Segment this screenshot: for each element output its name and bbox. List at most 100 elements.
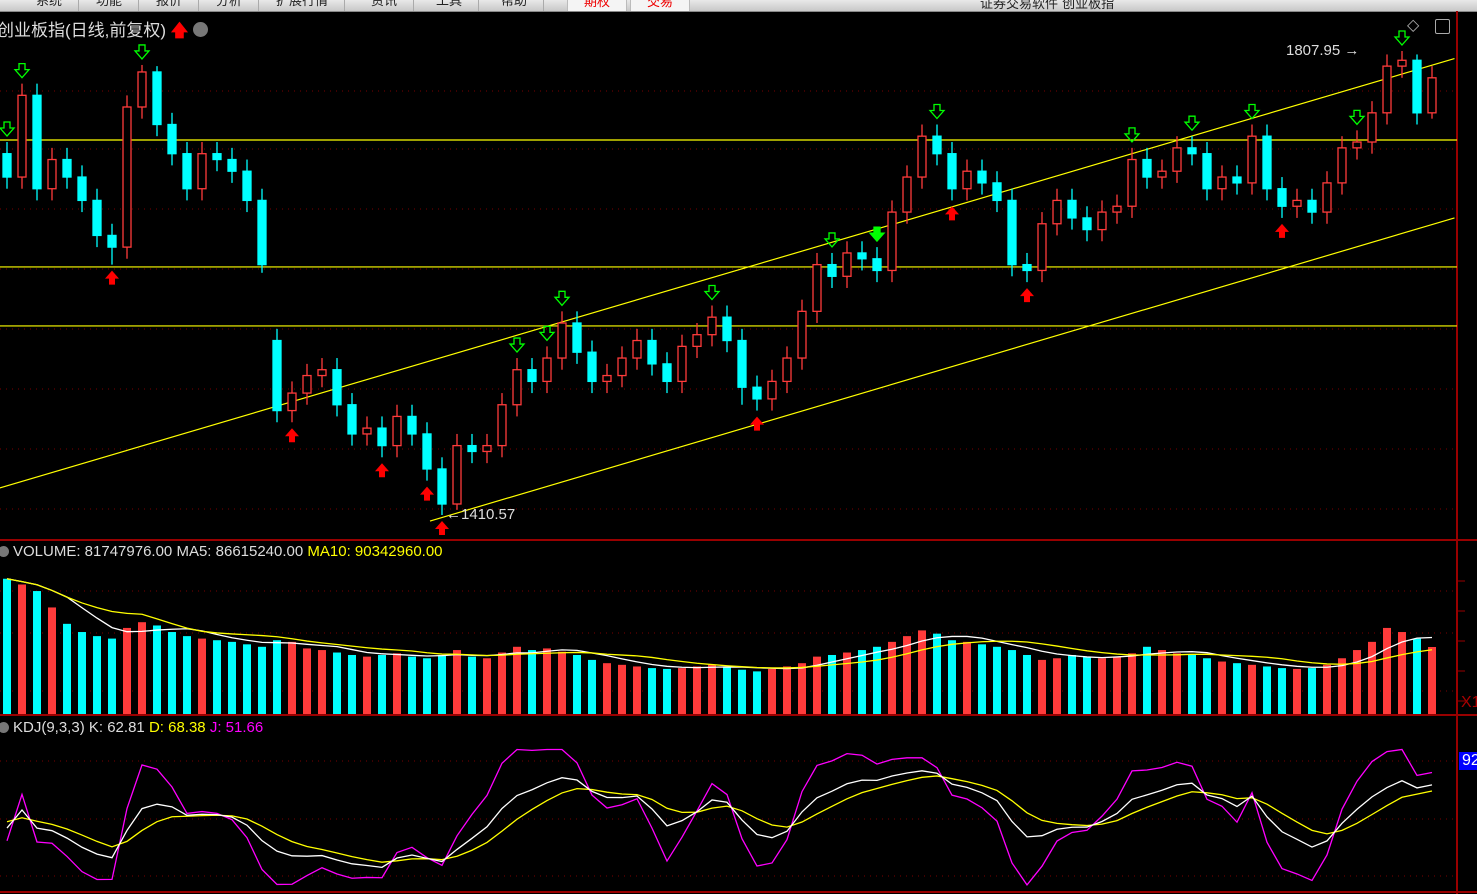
volume-bar	[828, 654, 836, 714]
volume-bar	[168, 632, 176, 714]
volume-bar	[153, 625, 161, 714]
candle-up	[542, 357, 552, 383]
candle-up	[1112, 205, 1122, 213]
volume-bar	[948, 640, 956, 714]
candle-down	[1277, 188, 1287, 207]
volume-bar	[408, 656, 416, 714]
buy-signal-arrow-icon	[1020, 288, 1034, 303]
volume-bar	[933, 633, 941, 714]
volume-bar	[1293, 668, 1301, 714]
volume-bar	[1218, 661, 1226, 714]
arrow-right-icon: →	[1344, 42, 1360, 59]
volume-bar	[3, 578, 11, 714]
menu-item-help[interactable]: 帮助	[485, 0, 545, 11]
buy-signal-arrow-icon	[435, 521, 449, 536]
kdj-j: J: 51.66	[209, 719, 264, 736]
buy-signal-arrow-icon	[375, 463, 389, 478]
volume-bar	[1368, 641, 1376, 714]
volume-bar	[228, 641, 236, 714]
candle-down	[857, 252, 867, 260]
buy-signal-arrow-icon	[945, 206, 959, 221]
candle-down	[422, 433, 432, 470]
menu-item-analysis[interactable]: 分析	[200, 0, 260, 11]
arrow-left-icon: ←	[446, 506, 461, 523]
candle-up	[452, 444, 462, 505]
candle-up	[632, 339, 642, 359]
volume-bar	[363, 656, 371, 714]
volume-bar	[1023, 654, 1031, 714]
volume-bar	[468, 656, 476, 714]
volume-ma10-line	[6, 578, 1433, 669]
candle-down	[1187, 147, 1197, 155]
indicator-menu-icon[interactable]	[0, 546, 9, 557]
sell-signal-arrow-icon	[703, 284, 721, 301]
volume-bar	[1278, 668, 1286, 714]
buy-signal-arrow-icon	[285, 428, 299, 443]
volume-bar	[588, 659, 596, 714]
volume-bar	[483, 658, 491, 714]
candle-up	[617, 357, 627, 377]
candle-up	[1052, 199, 1062, 225]
candle-up	[1382, 65, 1392, 114]
candle-up	[1097, 211, 1107, 231]
candle-up	[1172, 147, 1182, 172]
menu-item-red-2[interactable]: 交易	[630, 0, 691, 11]
diamond-icon[interactable]: ◇	[1407, 17, 1420, 34]
volume-unit-label: X1	[1461, 694, 1477, 711]
volume-bar	[1383, 627, 1391, 714]
volume-bar	[1338, 658, 1346, 714]
buy-signal-arrow-icon	[1275, 223, 1289, 238]
candle-up	[302, 374, 312, 394]
volume-bar	[1068, 654, 1076, 714]
volume-bar	[573, 654, 581, 714]
candle-down	[587, 351, 597, 383]
candle-up	[1427, 77, 1437, 114]
sell-signal-arrow-icon	[1393, 30, 1411, 46]
candle-down	[227, 158, 237, 172]
menu-item-red-1[interactable]: 期权	[567, 0, 628, 11]
sell-signal-arrow-icon	[133, 44, 151, 60]
candle-down	[1307, 199, 1317, 213]
volume-bar	[978, 644, 986, 714]
indicator-menu-icon[interactable]	[0, 722, 9, 733]
kdj-d-line	[6, 775, 1433, 863]
candle-down	[242, 170, 252, 202]
candle-down	[1142, 158, 1152, 178]
stock-chart[interactable]	[0, 11, 1477, 894]
volume-ma5-line	[6, 578, 1433, 670]
volume-bar	[753, 671, 761, 714]
candle-up	[692, 334, 702, 348]
menu-item-tools[interactable]: 工具	[420, 0, 480, 11]
candle-up	[677, 345, 687, 383]
menu-item-extended[interactable]: 扩展行情	[260, 0, 346, 11]
candle-up	[122, 106, 132, 248]
candle-up	[512, 369, 522, 406]
volume-bar	[1008, 650, 1016, 714]
menu-item-function[interactable]: 功能	[80, 0, 140, 11]
sell-signal-arrow-icon	[13, 62, 31, 79]
candle-up	[1127, 158, 1137, 207]
sell-signal-arrow-icon	[928, 103, 946, 120]
volume-bar	[918, 630, 926, 714]
volume-bar	[858, 650, 866, 714]
kdj-k-line	[6, 770, 1433, 869]
menu-item-system[interactable]: 系统	[20, 0, 80, 11]
sell-signal-arrow-icon	[1123, 127, 1141, 143]
candle-up	[767, 380, 777, 400]
panel-toggle-icon[interactable]	[1435, 19, 1450, 34]
low-price-label: ←1410.57	[446, 506, 515, 523]
candle-down	[1082, 217, 1092, 231]
menu-item-quote[interactable]: 报价	[140, 0, 200, 11]
volume-bar	[453, 650, 461, 714]
candle-down	[92, 199, 102, 237]
volume-bar	[393, 653, 401, 714]
volume-bar	[1308, 668, 1316, 714]
dropdown-chevron-icon[interactable]	[193, 22, 208, 37]
volume-bar	[318, 650, 326, 714]
candle-up	[497, 404, 507, 447]
volume-bar	[1353, 650, 1361, 714]
volume-bar	[138, 622, 146, 714]
menu-item-news[interactable]: 资讯	[355, 0, 415, 11]
chart-title: 创业板指(日线,前复权) 🡅	[0, 16, 212, 47]
sell-signal-arrow-icon	[538, 325, 556, 342]
